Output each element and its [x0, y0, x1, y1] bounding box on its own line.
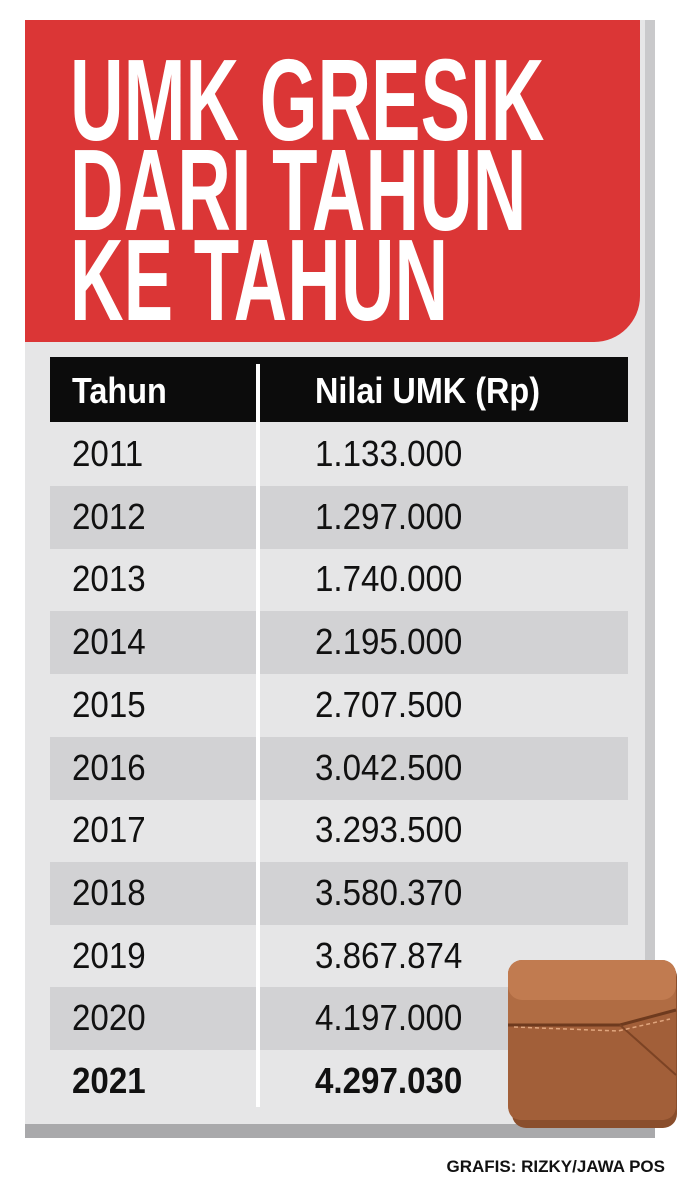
value-cell: 3.580.370: [315, 871, 463, 913]
value-cell: 1.133.000: [315, 433, 463, 474]
year-cell: 2019: [72, 934, 146, 976]
value-cell: 2.707.500: [315, 683, 463, 725]
year-cell: 2014: [72, 621, 146, 663]
year-cell: 2012: [72, 495, 146, 537]
title-line: DARI TAHUN: [70, 125, 527, 255]
year-cell: 2015: [72, 683, 146, 725]
row-stripe: [50, 736, 628, 800]
wallet-icon: [508, 960, 677, 1128]
value-cell: 1.740.000: [315, 558, 463, 600]
year-cell: 2016: [72, 746, 146, 788]
column-header: Tahun: [72, 370, 167, 411]
year-cell: 2017: [72, 809, 146, 851]
year-cell: 2021: [72, 1060, 146, 1101]
panel-shadow: [25, 1124, 655, 1138]
value-cell: 3.293.500: [315, 809, 463, 851]
value-cell: 3.867.874: [315, 934, 463, 976]
column-header: Nilai UMK (Rp): [315, 370, 540, 411]
value-cell: 4.197.000: [315, 997, 463, 1039]
year-cell: 2011: [72, 433, 144, 474]
panel-shadow: [645, 20, 655, 1138]
title-box: [25, 20, 640, 342]
table-header: [50, 357, 628, 422]
row-stripe: [50, 485, 628, 549]
title-line: UMK GRESIK: [70, 35, 545, 165]
year-cell: 2018: [72, 871, 146, 913]
credit: GRAFIS: RIZKY/JAWA POS: [446, 1157, 665, 1176]
year-cell: 2020: [72, 997, 146, 1039]
row-stripe: [50, 861, 628, 925]
year-cell: 2013: [72, 558, 146, 600]
value-cell: 4.297.030: [315, 1060, 463, 1101]
value-cell: 2.195.000: [315, 621, 463, 663]
row-stripe: [50, 611, 628, 675]
column-divider: [256, 364, 260, 1107]
value-cell: 1.297.000: [315, 495, 463, 537]
title-line: KE TAHUN: [70, 215, 449, 345]
value-cell: 3.042.500: [315, 746, 463, 788]
